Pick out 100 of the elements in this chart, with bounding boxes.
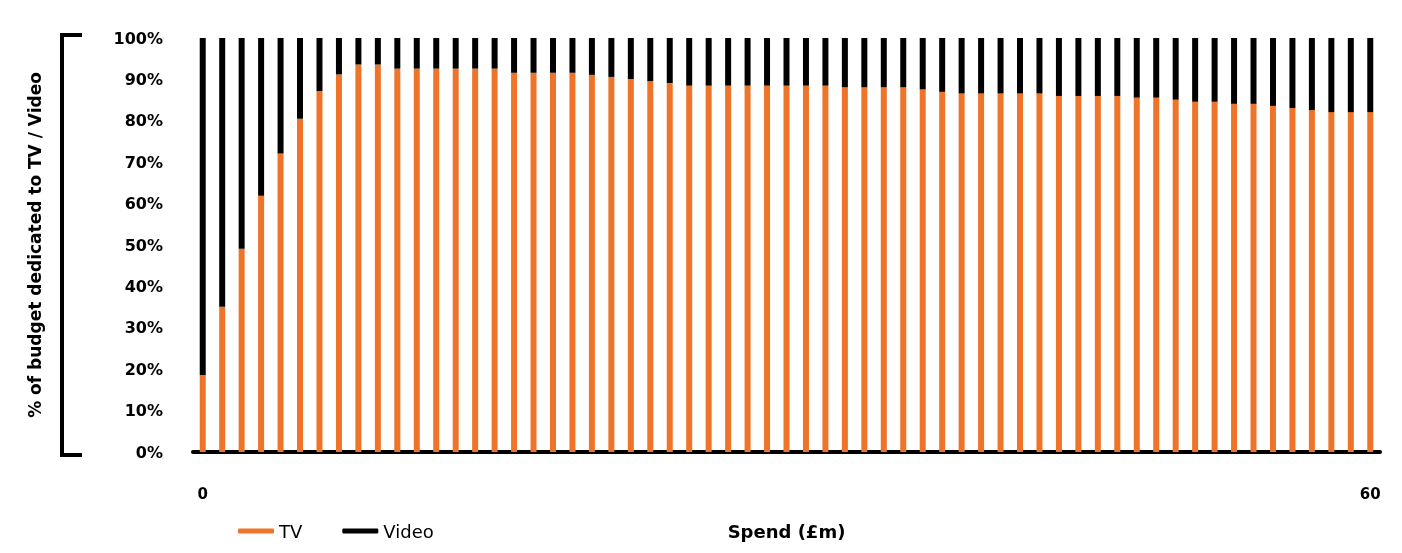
bar bbox=[1017, 93, 1024, 452]
bar bbox=[1269, 38, 1276, 106]
bar bbox=[1308, 38, 1315, 111]
bar bbox=[1153, 97, 1160, 452]
bar bbox=[1269, 105, 1276, 452]
bar bbox=[939, 91, 946, 452]
bar bbox=[316, 38, 323, 91]
bar bbox=[608, 38, 615, 77]
bar bbox=[277, 153, 284, 452]
bar bbox=[725, 38, 732, 86]
y-tick-label: 80% bbox=[124, 111, 163, 131]
y-tick-label: 70% bbox=[124, 152, 163, 172]
bar bbox=[958, 38, 965, 94]
y-axis-title: % of budget dedicated to TV / Video bbox=[24, 72, 45, 418]
bar bbox=[1192, 101, 1199, 452]
bar bbox=[1055, 38, 1062, 96]
bar bbox=[861, 38, 868, 88]
bar bbox=[744, 38, 751, 86]
bar bbox=[1192, 38, 1199, 102]
bar bbox=[335, 74, 342, 452]
bar bbox=[802, 38, 809, 86]
bar bbox=[997, 93, 1004, 452]
bar bbox=[1172, 99, 1179, 452]
bar bbox=[1094, 38, 1101, 96]
bar bbox=[1094, 95, 1101, 452]
bar bbox=[686, 38, 693, 86]
bar bbox=[491, 38, 498, 69]
bar bbox=[1153, 38, 1160, 98]
bar bbox=[511, 38, 518, 73]
bar bbox=[783, 85, 790, 452]
bar bbox=[549, 72, 556, 452]
bar bbox=[355, 38, 362, 65]
bar bbox=[1250, 38, 1257, 104]
bar bbox=[783, 38, 790, 86]
bar bbox=[1367, 38, 1374, 113]
bar bbox=[1308, 110, 1315, 452]
bar bbox=[1289, 107, 1296, 452]
legend-label: Video bbox=[383, 520, 434, 542]
bar bbox=[1211, 101, 1218, 452]
bar bbox=[413, 38, 420, 69]
bar bbox=[1133, 38, 1140, 98]
bar bbox=[297, 118, 304, 452]
bar bbox=[1367, 112, 1374, 452]
y-tick-label: 0% bbox=[135, 442, 163, 462]
bar bbox=[1231, 103, 1238, 452]
bar bbox=[1114, 38, 1121, 96]
bar bbox=[297, 38, 304, 119]
x-tick-label: 0 bbox=[197, 484, 208, 503]
bar bbox=[608, 76, 615, 452]
bar bbox=[841, 87, 848, 452]
bar bbox=[1114, 95, 1121, 452]
bar bbox=[627, 38, 634, 79]
bar bbox=[238, 38, 245, 249]
bar bbox=[433, 68, 440, 452]
bar bbox=[588, 74, 595, 452]
bar bbox=[1075, 38, 1082, 96]
bar bbox=[764, 38, 771, 86]
bar bbox=[647, 81, 654, 452]
bar bbox=[1250, 103, 1257, 452]
bar bbox=[199, 375, 206, 452]
bar bbox=[238, 248, 245, 452]
bar bbox=[1036, 38, 1043, 94]
y-tick-label: 90% bbox=[124, 69, 163, 89]
bar bbox=[1036, 93, 1043, 452]
bar bbox=[472, 68, 479, 452]
legend-label: TV bbox=[278, 520, 303, 542]
y-tick-label: 60% bbox=[124, 194, 163, 214]
bar bbox=[355, 64, 362, 452]
bar bbox=[394, 38, 401, 69]
y-tick-label: 100% bbox=[113, 28, 163, 48]
bar bbox=[1133, 97, 1140, 452]
y-tick-label: 10% bbox=[124, 401, 163, 421]
bar bbox=[919, 89, 926, 452]
bar bbox=[452, 68, 459, 452]
bar bbox=[374, 64, 381, 452]
bar bbox=[374, 38, 381, 65]
bar bbox=[744, 85, 751, 452]
y-tick-label: 20% bbox=[124, 359, 163, 379]
bar bbox=[1075, 95, 1082, 452]
bar bbox=[939, 38, 946, 92]
bar bbox=[569, 72, 576, 452]
bar bbox=[219, 38, 226, 307]
bar bbox=[705, 85, 712, 452]
bar bbox=[1211, 38, 1218, 102]
bar bbox=[1347, 38, 1354, 113]
bar bbox=[666, 38, 673, 84]
bar bbox=[802, 85, 809, 452]
bar bbox=[452, 38, 459, 69]
bar bbox=[880, 38, 887, 88]
bar bbox=[900, 87, 907, 452]
bar bbox=[997, 38, 1004, 94]
bar bbox=[1231, 38, 1238, 104]
bar bbox=[588, 38, 595, 75]
bar bbox=[764, 85, 771, 452]
bar bbox=[1328, 112, 1335, 452]
bar bbox=[686, 85, 693, 452]
bar bbox=[958, 93, 965, 452]
bar bbox=[530, 38, 537, 73]
bar bbox=[861, 87, 868, 452]
bar bbox=[627, 78, 634, 452]
